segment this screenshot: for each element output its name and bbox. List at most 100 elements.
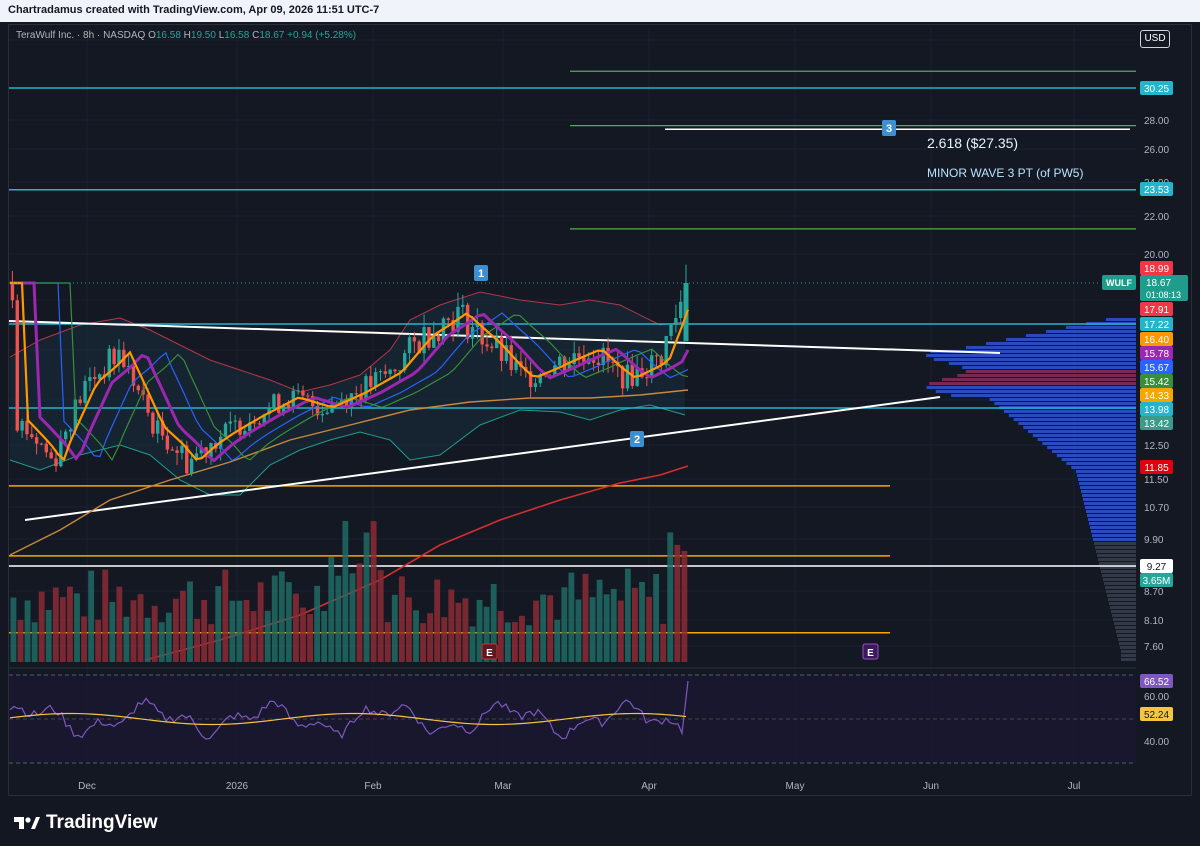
wave-3-label[interactable] [882, 120, 896, 136]
x-axis-tick: May [786, 781, 805, 792]
volume-profile-bar [1066, 326, 1136, 329]
candle-body [480, 322, 484, 345]
volume-bar [271, 575, 278, 662]
volume-profile-bar [994, 402, 1136, 405]
candle-body [131, 365, 136, 386]
candle-body [296, 390, 300, 392]
volume-profile-bar [1121, 658, 1136, 661]
volume-profile-bar [1117, 634, 1136, 637]
ma-blue-line [10, 282, 689, 462]
candle-body [281, 404, 286, 413]
volume-bar [589, 597, 596, 662]
volume-profile-bar [1112, 614, 1136, 617]
candle-body [325, 412, 329, 414]
price-tag[interactable] [1140, 402, 1173, 416]
wave-2-label[interactable] [630, 431, 644, 447]
candle-body [272, 394, 276, 408]
volume-bar [116, 586, 123, 662]
price-tag[interactable] [1140, 182, 1173, 196]
price-tag[interactable] [1140, 360, 1173, 374]
volume-bar [201, 599, 208, 662]
candle-body [475, 322, 480, 328]
candle-body [165, 435, 170, 450]
price-tag[interactable] [1140, 302, 1173, 316]
candle-body [567, 363, 572, 371]
candle-body [533, 383, 538, 388]
volume-profile-bar [965, 370, 1136, 373]
earnings-marker-text: E [486, 648, 493, 659]
ticker-tag[interactable] [1102, 275, 1136, 290]
price-tag[interactable] [1140, 374, 1173, 388]
volume-profile-bar [1105, 586, 1136, 589]
tradingview-logo[interactable]: TradingView [14, 812, 158, 834]
earnings-marker-upcoming-text: E [867, 648, 874, 659]
earnings-marker[interactable] [481, 643, 498, 660]
candle-body [601, 347, 605, 365]
price-tag[interactable] [1140, 388, 1173, 402]
volume-bar [384, 622, 391, 662]
volume-profile-bar [1107, 594, 1136, 597]
volume-bar [632, 587, 638, 662]
upper-trendline[interactable] [8, 320, 1001, 354]
price-tag[interactable] [1140, 261, 1173, 275]
candle-body [553, 365, 557, 377]
symbol-legend[interactable]: TeraWulf Inc. · 8h · NASDAQ O16.58 H19.5… [16, 30, 356, 41]
price-tag[interactable] [1140, 346, 1173, 360]
price-tag[interactable] [1140, 275, 1188, 301]
volume-profile-bar [1079, 482, 1136, 485]
ma-green-line [10, 282, 689, 462]
volume-bar [363, 532, 370, 662]
candle-body [54, 458, 58, 467]
volume-profile-bar [1056, 454, 1136, 457]
candle-body [78, 399, 82, 403]
volume-profile-bar [1013, 418, 1136, 421]
price-tag-text: 11.85 [1144, 463, 1169, 474]
volume-bar [434, 579, 441, 662]
volume-bar [610, 588, 617, 662]
price-tag[interactable] [1140, 460, 1173, 474]
price-tag[interactable] [1140, 81, 1173, 95]
earnings-marker-upcoming[interactable] [862, 643, 879, 660]
volume-profile-bar [1110, 606, 1136, 609]
y-axis-tick: 9.90 [1144, 535, 1164, 546]
candle-body [499, 336, 504, 361]
volume-bar [144, 617, 151, 662]
volume-profile-bar [1108, 598, 1136, 601]
rsi-signal-tag[interactable] [1140, 707, 1173, 721]
candle-body [359, 394, 363, 401]
high-label: H [183, 30, 191, 41]
price-tag[interactable] [1140, 317, 1173, 331]
rsi-signal-line [9, 712, 687, 726]
currency-button[interactable]: USD [1140, 30, 1170, 48]
volume-profile-bar [1006, 338, 1136, 341]
volume-bar [300, 607, 306, 662]
rsi-value-tag[interactable] [1140, 674, 1173, 688]
wave-2-label-text: 2 [634, 434, 640, 446]
y-axis-tick: 22.00 [1144, 212, 1169, 223]
candle-body [412, 337, 417, 342]
x-axis-tick: Feb [364, 781, 382, 792]
price-tag[interactable] [1140, 416, 1173, 430]
candle-body [185, 445, 189, 474]
volume-profile-bar [1028, 430, 1136, 433]
volume-profile-bar [1076, 470, 1136, 473]
candle-body [146, 394, 150, 413]
volume-profile-bar [962, 366, 1136, 369]
volume-bar [59, 597, 66, 662]
volume-profile-bar [1093, 538, 1136, 541]
volume-profile-bar [1088, 518, 1136, 521]
lower-trendline[interactable] [24, 396, 941, 521]
candle-body [427, 327, 431, 348]
wave-1-label[interactable] [474, 265, 488, 281]
volume-profile-bar [1023, 426, 1136, 429]
volume-bar [660, 623, 667, 662]
price-tag[interactable] [1140, 573, 1173, 587]
price-tag[interactable] [1140, 559, 1173, 573]
candle-body [252, 422, 257, 424]
volume-bar [420, 623, 426, 662]
volume-bar [504, 622, 511, 662]
volume-bar [95, 619, 102, 662]
price-tag[interactable] [1140, 332, 1173, 346]
volume-profile-bar [935, 390, 1136, 393]
